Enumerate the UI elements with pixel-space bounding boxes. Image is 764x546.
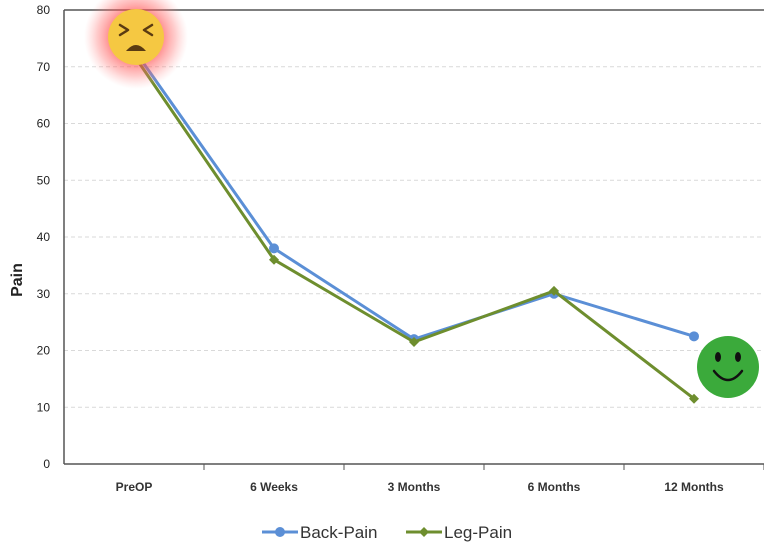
series-line	[132, 48, 695, 341]
axes: 0 10 20 30 40 50 60 70 80 PreOP 6 Weeks 3 Months 6 M…	[37, 3, 764, 494]
legend-item-leg-pain: Leg-Pain	[406, 523, 512, 542]
y-tick-label: 80	[37, 3, 51, 17]
smiley-face-icon	[697, 336, 759, 398]
legend: Back-Pain Leg-Pain	[262, 523, 512, 542]
data-point	[689, 393, 699, 404]
y-tick-label: 0	[43, 457, 50, 471]
y-tick-label: 10	[37, 400, 51, 414]
annotations	[84, 0, 759, 398]
y-tick-label: 50	[37, 173, 51, 187]
y-tick-label: 70	[37, 60, 51, 74]
x-tick-label: 3 Months	[388, 480, 441, 494]
x-tick-label: 12 Months	[664, 480, 724, 494]
y-axis-label: Pain	[9, 263, 26, 297]
x-tick-label: 6 Weeks	[250, 480, 298, 494]
legend-item-back-pain: Back-Pain	[262, 523, 377, 542]
y-tick-label: 20	[37, 344, 51, 358]
y-tick-label: 60	[37, 117, 51, 131]
series-lines	[129, 44, 699, 404]
data-point	[269, 243, 279, 254]
data-point	[689, 331, 699, 342]
data-point	[409, 336, 419, 347]
data-point	[549, 285, 559, 296]
y-tick-label: 30	[37, 287, 51, 301]
series-back-pain	[129, 44, 699, 345]
legend-label: Leg-Pain	[444, 523, 512, 542]
x-tick-label: PreOP	[116, 480, 153, 494]
series-line	[132, 54, 695, 400]
legend-label: Back-Pain	[300, 523, 377, 542]
y-tick-label: 40	[37, 230, 51, 244]
distressed-face-emoji-icon	[84, 0, 188, 89]
data-point	[269, 254, 279, 265]
x-tick-label: 6 Months	[528, 480, 581, 494]
